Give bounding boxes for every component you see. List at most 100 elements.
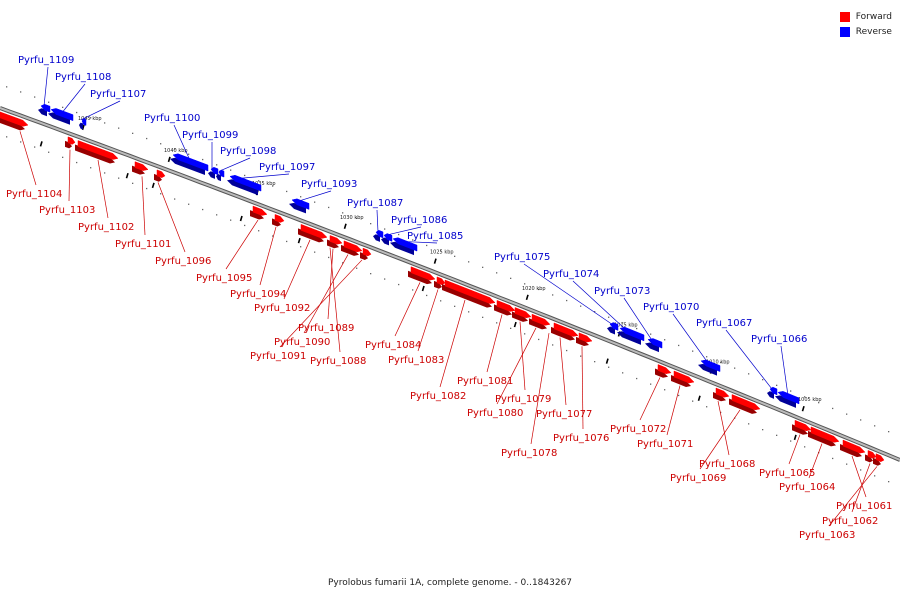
guide-dot xyxy=(510,277,512,279)
leader-line xyxy=(97,159,109,219)
gene-arrow-top xyxy=(647,338,663,349)
gene-arrow-top xyxy=(81,118,87,126)
leader-line xyxy=(385,226,422,236)
gene-label: Pyrfu_1071 xyxy=(637,439,693,450)
gene-arrow-top xyxy=(578,332,593,343)
leader-line xyxy=(61,83,86,113)
gene-arrow-top xyxy=(514,307,532,319)
tick-label: 1010 kbp xyxy=(706,360,730,366)
gene-arrow-pyrfu-1094 xyxy=(272,218,281,227)
guide-dot xyxy=(678,394,680,397)
guide-dot xyxy=(874,475,876,477)
guide-dot xyxy=(636,377,638,380)
gene-label: Pyrfu_1107 xyxy=(90,89,146,100)
guide-dot xyxy=(706,356,708,358)
tick-mark xyxy=(421,285,425,292)
guide-dot xyxy=(510,327,512,329)
guide-dot xyxy=(188,153,190,155)
gene-arrow-top xyxy=(300,223,328,239)
tick-mark xyxy=(167,156,171,163)
gene-arrow-pyrfu-1103 xyxy=(65,140,72,149)
leader-line xyxy=(828,466,878,527)
guide-dot xyxy=(482,316,484,318)
gene-label: Pyrfu_1067 xyxy=(696,318,752,329)
reverse-swatch xyxy=(839,26,850,37)
scale-ticks: 1045 kbp 1040 kbp 1035 kbp 1030 kbp 1025 kbp… xyxy=(39,116,822,441)
gene-label: Pyrfu_1087 xyxy=(347,198,403,209)
guide-dot xyxy=(314,201,316,203)
gene-label: Pyrfu_1075 xyxy=(494,252,550,263)
guide-dot xyxy=(482,266,484,268)
gene-label: Pyrfu_1062 xyxy=(822,516,878,527)
tick-mark xyxy=(39,141,43,147)
gene-arrow-top xyxy=(769,386,778,396)
guide-dot xyxy=(762,429,764,431)
guide-dot xyxy=(146,137,148,140)
guide-dot xyxy=(566,299,568,302)
guide-dot xyxy=(272,185,274,187)
guide-dot xyxy=(342,212,344,214)
guide-dot xyxy=(888,481,890,483)
guide-dot xyxy=(90,167,92,169)
guide-dot xyxy=(524,333,526,335)
gene-arrow-top xyxy=(810,426,840,443)
guide-dot xyxy=(580,305,582,307)
guide-dot xyxy=(76,111,78,114)
guide-dot xyxy=(160,193,162,195)
gene-label: Pyrfu_1099 xyxy=(182,130,238,141)
leader-line xyxy=(157,182,186,253)
guide-dot xyxy=(216,164,218,166)
guide-dot xyxy=(454,305,456,307)
leader-line xyxy=(376,209,379,233)
tick-label: 1025 kbp xyxy=(430,250,454,256)
guide-dot xyxy=(146,187,148,190)
gene-arrow-pyrfu-1085 xyxy=(390,241,414,256)
leader-line xyxy=(283,239,311,300)
leader-line xyxy=(486,314,503,373)
guide-dot xyxy=(650,383,652,385)
guide-dot xyxy=(790,390,792,392)
leader-line xyxy=(851,463,871,513)
guide-dot xyxy=(776,434,778,436)
gene-label: Pyrfu_1084 xyxy=(365,340,421,351)
gene-label: Pyrfu_1082 xyxy=(410,391,466,402)
guide-dot xyxy=(62,156,64,158)
gene-label: Pyrfu_1066 xyxy=(751,334,807,345)
gene-arrow-pyrfu-1098 xyxy=(216,173,221,182)
tick-mark xyxy=(239,215,243,222)
gene-label: Pyrfu_1064 xyxy=(779,482,835,493)
tick-mark xyxy=(343,223,347,229)
gene-label: Pyrfu_1063 xyxy=(799,530,855,541)
tick-mark xyxy=(151,182,155,189)
gene-arrow-top xyxy=(875,453,885,463)
gene-label: Pyrfu_1091 xyxy=(250,351,306,362)
gene-label: Pyrfu_1094 xyxy=(230,289,286,300)
guide-dot xyxy=(622,372,624,374)
leader-line xyxy=(218,157,251,172)
leader-line xyxy=(717,400,730,456)
gene-arrow-top xyxy=(156,169,166,178)
leader-line xyxy=(808,443,823,479)
leader-line xyxy=(279,259,363,348)
gene-arrow-top xyxy=(609,322,619,331)
gene-label: Pyrfu_1076 xyxy=(553,433,609,444)
guide-dot xyxy=(874,425,876,427)
tick-label: 1040 kbp xyxy=(164,148,188,154)
guide-dot xyxy=(244,174,246,177)
gene-arrow-pyrfu-1096 xyxy=(154,173,162,182)
gene-label: Pyrfu_1090 xyxy=(274,337,330,348)
tick-mark xyxy=(297,237,301,244)
guide-dot xyxy=(230,169,232,171)
guide-dot xyxy=(6,86,8,88)
guide-dot xyxy=(860,419,862,421)
gene-arrow-top xyxy=(867,450,877,459)
gene-label: Pyrfu_1095 xyxy=(196,273,252,284)
guide-dot xyxy=(524,283,526,285)
guide-dot xyxy=(622,322,624,324)
guide-dot xyxy=(496,272,498,274)
leader-line xyxy=(237,173,290,179)
gene-label: Pyrfu_1088 xyxy=(310,356,366,367)
guide-dot xyxy=(454,255,456,257)
leader-line xyxy=(572,280,627,331)
guide-dot xyxy=(370,223,372,225)
